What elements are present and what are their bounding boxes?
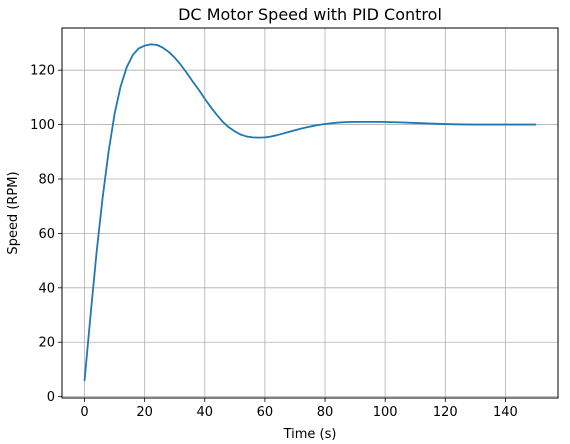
x-tick-label: 80 — [317, 405, 334, 420]
x-tick-label: 120 — [433, 405, 458, 420]
y-tick-label: 80 — [38, 172, 55, 187]
x-tick-label: 40 — [197, 405, 214, 420]
grid — [62, 28, 558, 398]
y-tick-label: 120 — [30, 64, 55, 79]
y-tick-label: 0 — [47, 390, 55, 405]
y-tick-label: 60 — [38, 227, 55, 242]
x-axis: 0 20 40 60 80 100 120 140 — [80, 398, 518, 420]
y-tick-label: 40 — [38, 281, 55, 296]
plot-area — [83, 43, 537, 382]
y-tick-label: 20 — [38, 336, 55, 351]
x-tick-label: 20 — [136, 405, 153, 420]
y-tick-label: 100 — [30, 118, 55, 133]
x-tick-label: 60 — [257, 405, 274, 420]
chart-title: DC Motor Speed with PID Control — [178, 5, 442, 24]
y-axis-label: Speed (RPM) — [6, 171, 21, 254]
axes-frame — [61, 27, 559, 399]
x-tick-label: 0 — [80, 405, 88, 420]
x-axis-label: Time (s) — [283, 427, 337, 442]
x-tick-label: 100 — [373, 405, 398, 420]
y-axis: 0 20 40 60 80 100 120 — [30, 64, 62, 405]
x-tick-label: 140 — [493, 405, 518, 420]
speed-series-line — [83, 43, 537, 382]
